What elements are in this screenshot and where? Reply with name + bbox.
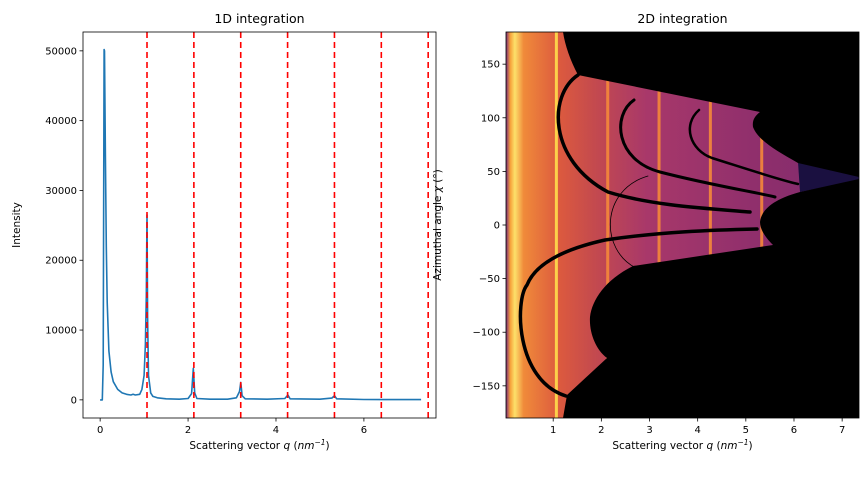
x-tick-label: 6 <box>791 425 797 436</box>
y-tick-label: 100 <box>481 113 500 124</box>
shadow-arc <box>688 108 800 186</box>
shadow-arc <box>556 73 752 214</box>
y-tick-label: 50000 <box>45 46 77 57</box>
plot-1d-integration: 0 2 4 6 0 10000 20000 30000 40000 50000 1D integra… <box>11 11 437 452</box>
y-tick-label: 150 <box>481 60 500 71</box>
y-tick-label: 10000 <box>45 326 77 337</box>
mask-top <box>563 32 859 177</box>
axes-frame <box>82 31 437 419</box>
x-label-var: q <box>706 440 713 452</box>
x-label-var: q <box>283 440 290 452</box>
x-label-close: ) <box>326 440 330 452</box>
y-label-var: χ <box>432 185 444 193</box>
x-tick-label: 5 <box>743 425 749 436</box>
x-label-text: Scattering vector <box>189 440 283 452</box>
y-tick-label: 0 <box>494 221 500 232</box>
x-tick-label: 7 <box>839 425 845 436</box>
x-tick-label: 2 <box>598 425 604 436</box>
y-axis-label: Intensity <box>11 202 23 248</box>
x-tick-label: 1 <box>550 425 556 436</box>
x-label-unit: nm <box>721 440 738 452</box>
y-tick-label: −100 <box>473 328 500 339</box>
shadow-arc <box>518 227 759 398</box>
series-line <box>100 48 422 401</box>
x-label-paren: ( <box>290 440 297 452</box>
x-label-text: Scattering vector <box>612 440 706 452</box>
x-label-exp: −1 <box>737 438 748 447</box>
ring-stripe <box>554 32 558 418</box>
y-tick-label: 0 <box>71 395 77 406</box>
x-tick-label: 3 <box>646 425 652 436</box>
shadow-arc <box>619 98 777 199</box>
dark-region <box>798 162 859 192</box>
x-label-paren: ( <box>713 440 720 452</box>
y-tick-label: 30000 <box>45 186 77 197</box>
x-axis-label: Scattering vector q (nm−1) <box>612 438 752 452</box>
x-label-exp: −1 <box>314 438 325 447</box>
x-axis-label: Scattering vector q (nm−1) <box>189 438 329 452</box>
plot-2d-integration: 1 2 3 4 5 6 7 −150 −100 −50 0 50 100 150 2D integratio… <box>432 11 860 452</box>
x-tick-label: 6 <box>361 425 367 436</box>
y-axis-label: Azimuthal angle χ (°) <box>432 169 444 280</box>
x-tick-label: 2 <box>185 425 191 436</box>
x-tick-label: 4 <box>694 425 700 436</box>
plot-title: 2D integration <box>637 11 727 26</box>
y-tick-label: 40000 <box>45 116 77 127</box>
y-tick-label: −150 <box>473 381 500 392</box>
ring-stripe <box>606 32 610 418</box>
x-tick-label: 0 <box>97 425 103 436</box>
ring-stripe <box>708 32 712 418</box>
x-tick-label: 4 <box>273 425 279 436</box>
ring-stripe <box>657 32 661 418</box>
plot-title: 1D integration <box>214 11 304 26</box>
y-tick-label: 50 <box>487 167 500 178</box>
y-label-text: Azimuthal angle <box>432 192 444 280</box>
x-label-close: ) <box>749 440 753 452</box>
shadow-arc-thin <box>609 175 649 269</box>
heatmap-image <box>506 32 859 418</box>
y-label-unit: (°) <box>432 169 444 186</box>
mask-bottom <box>563 179 859 418</box>
x-label-unit: nm <box>298 440 315 452</box>
y-tick-label: −50 <box>479 274 500 285</box>
y-tick-label: 20000 <box>45 256 77 267</box>
